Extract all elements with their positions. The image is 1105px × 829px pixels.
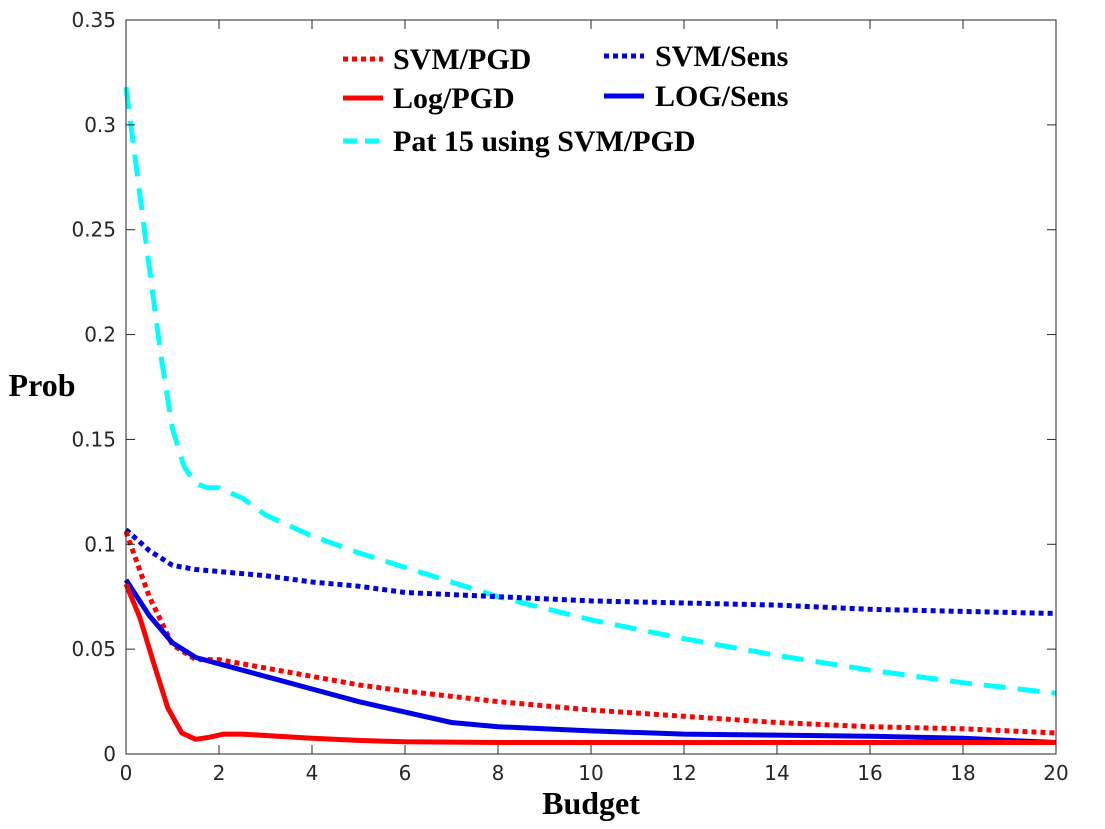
y-axis-title: Prob — [9, 367, 76, 403]
y-tick-label: 0.3 — [84, 113, 116, 137]
legend-label-svm-sens: SVM/Sens — [655, 40, 788, 73]
x-tick-label: 8 — [492, 761, 505, 785]
x-tick-label: 2 — [213, 761, 226, 785]
x-tick-label: 6 — [399, 761, 412, 785]
x-tick-label: 16 — [857, 761, 882, 785]
y-tick-label: 0.05 — [71, 637, 116, 661]
y-tick-label: 0.15 — [71, 427, 116, 451]
series-line-log-sens — [123, 578, 1057, 745]
x-tick-label: 4 — [306, 761, 319, 785]
y-tick-label: 0.1 — [84, 532, 116, 556]
series-line-log-pgd — [123, 583, 1056, 745]
y-tick-label: 0.2 — [84, 323, 116, 347]
series-line-svm-sens — [124, 527, 1057, 616]
legend-label-log-sens: LOG/Sens — [655, 80, 788, 113]
y-tick-label: 0.35 — [71, 8, 116, 32]
plot-area — [126, 20, 1056, 754]
legend: SVM/PGD SVM/Sens Log/PGD LOG/Sens Pat 15… — [343, 40, 788, 158]
legend-label-log-pgd: Log/PGD — [393, 82, 515, 115]
y-tick-label: 0.25 — [71, 218, 116, 242]
x-tick-label: 14 — [764, 761, 789, 785]
x-tick-label: 0 — [120, 761, 133, 785]
y-tick-label: 0 — [103, 742, 116, 766]
series-layer — [123, 86, 1057, 745]
legend-label-pat15: Pat 15 using SVM/PGD — [393, 125, 696, 158]
x-tick-label: 12 — [671, 761, 696, 785]
x-tick-label: 10 — [578, 761, 603, 785]
x-tick-label: 20 — [1043, 761, 1068, 785]
x-tick-label: 18 — [950, 761, 975, 785]
series-line-pat-15-using-svm-pgd — [123, 86, 1057, 696]
tick-layer: 0 2 4 6 8 10 12 14 16 18 20 0 0.05 0.1 0.15 0.2 0.25 0.3 0… — [71, 8, 1068, 785]
x-axis-title: Budget — [542, 785, 640, 821]
legend-label-svm-pgd: SVM/PGD — [393, 43, 531, 76]
